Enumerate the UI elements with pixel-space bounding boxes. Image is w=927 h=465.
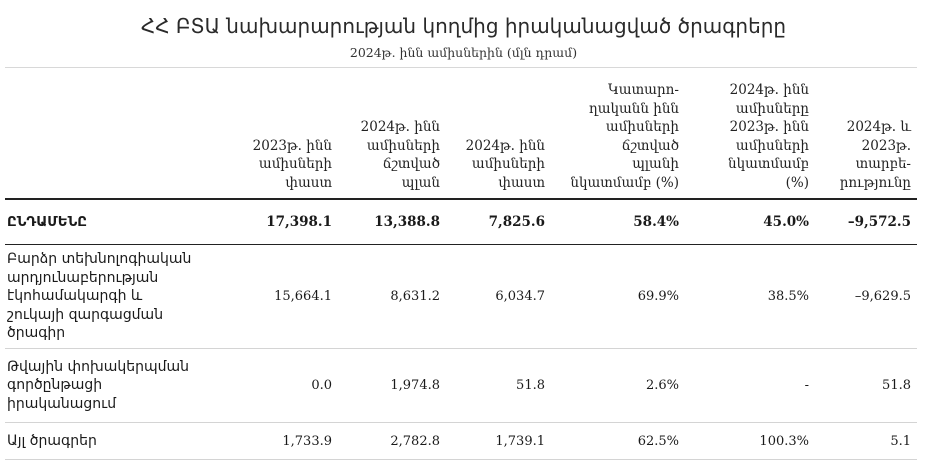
cell-difference: –9,629.5 [815,244,917,349]
row-label: Բարձր տեխնոլոգիական արդյունաբերության էկոհ… [5,244,230,349]
cell-yoy-pct: 100.3% [685,422,815,460]
column-header-2024-plan: 2024թ. ինն ամիսների ճշտված պլան [338,67,446,200]
table-row-total: ԸՆԴԱՄԵՆԸ 17,398.1 13,388.8 7,825.6 58.4%… [5,199,917,245]
page-title: ՀՀ ԲՏԱ նախարարության կողմից իրականացված … [140,14,787,38]
cell-execution-pct: 58.4% [551,199,685,245]
table-row: Թվային փոխակերպման գործընթացի իրականացում … [5,348,917,423]
cell-2024-plan: 8,631.2 [338,244,446,349]
cell-2024-plan: 1,974.8 [338,348,446,423]
cell-2023-actual: 15,664.1 [230,244,338,349]
column-header-difference: 2024թ. և 2023թ. տարբե-րությունը [815,67,917,200]
page-subtitle: 2024թ. ինն ամիսներին (մլն դրամ) [349,45,578,60]
table-row: Բարձր տեխնոլոգիական արդյունաբերության էկոհ… [5,244,917,349]
cell-difference: 51.8 [815,348,917,423]
cell-yoy-pct: 38.5% [685,244,815,349]
cell-2024-actual: 1,739.1 [446,422,551,460]
cell-yoy-pct: - [685,348,815,423]
cell-yoy-pct: 45.0% [685,199,815,245]
row-label: ԸՆԴԱՄԵՆԸ [5,199,230,245]
cell-2024-actual: 6,034.7 [446,244,551,349]
cell-execution-pct: 69.9% [551,244,685,349]
programs-table: 2023թ. ինն ամիսների փաստ 2024թ. ինն ամիսներ… [5,67,917,460]
cell-2023-actual: 1,733.9 [230,422,338,460]
cell-2024-actual: 7,825.6 [446,199,551,245]
cell-2024-plan: 13,388.8 [338,199,446,245]
cell-difference: 5.1 [815,422,917,460]
column-header-2024-actual: 2024թ. ինն ամիսների փաստ [446,67,551,200]
cell-2023-actual: 17,398.1 [230,199,338,245]
cell-difference: –9,572.5 [815,199,917,245]
column-header-execution-pct: Կատարո-ղականն ինն ամիսների ճշտված պլանի նկատ… [551,67,685,200]
row-label: Թվային փոխակերպման գործընթացի իրականացում [5,348,230,423]
column-header-yoy-pct: 2024թ. ինն ամիսները 2023թ. ինն ամիսների նկատ… [685,67,815,200]
cell-2023-actual: 0.0 [230,348,338,423]
cell-2024-actual: 51.8 [446,348,551,423]
table-header-row: 2023թ. ինն ամիսների փաստ 2024թ. ինն ամիսներ… [5,67,917,200]
table-row: Այլ ծրագրեր 1,733.9 2,782.8 1,739.1 62.5… [5,422,917,460]
cell-execution-pct: 2.6% [551,348,685,423]
cell-execution-pct: 62.5% [551,422,685,460]
cell-2024-plan: 2,782.8 [338,422,446,460]
column-header-2023-actual: 2023թ. ինն ամիսների փաստ [230,67,338,200]
column-header-program [5,67,230,200]
row-label: Այլ ծրագրեր [5,422,230,460]
